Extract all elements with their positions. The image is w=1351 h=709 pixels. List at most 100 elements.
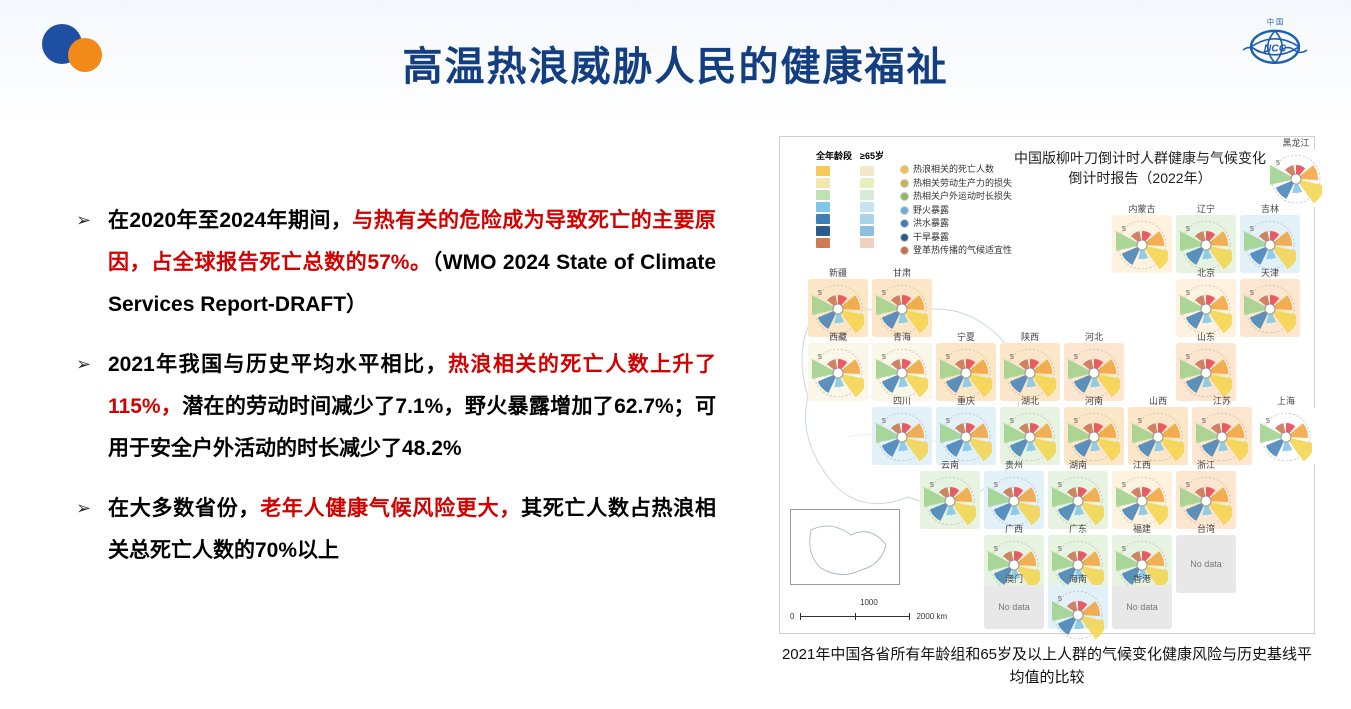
bullet-content: 在2020年至2024年期间，与热有关的危险成为导致死亡的主要原因，占全球报告死… xyxy=(76,200,716,590)
legend-head-65: ≥65岁 xyxy=(860,149,884,162)
figure-inner: 中国版柳叶刀倒计时人群健康与气候变化倒计时报告（2022年） 全年龄段 ≥65岁… xyxy=(779,136,1315,634)
scale-bar: 0 1000 2000 km xyxy=(790,612,947,621)
province-cell: 江西 5 xyxy=(1112,471,1172,529)
bullet-item: 在大多数省份，老年人健康气候风险更大，其死亡人数占热浪相关总死亡人数的70%以上 xyxy=(76,488,716,572)
legend-dot xyxy=(900,246,909,255)
province-label: 河北 xyxy=(1064,330,1124,343)
nodata-label: No data xyxy=(1176,535,1236,593)
svg-text:5: 5 xyxy=(994,546,998,553)
svg-text:5: 5 xyxy=(1202,418,1206,425)
province-label: 吉林 xyxy=(1240,202,1300,215)
figure-caption: 2021年中国各省所有年龄组和65岁及以上人群的气候变化健康风险与历史基线平均值… xyxy=(779,644,1315,689)
legend-label: 洪水暴露 xyxy=(913,218,949,228)
petal-glyph: 5 xyxy=(1116,475,1168,525)
province-label: 江西 xyxy=(1112,458,1172,471)
province-label: 澳门 xyxy=(984,572,1044,585)
province-label: 贵州 xyxy=(984,458,1044,471)
legend-swatch xyxy=(816,226,830,236)
svg-text:5: 5 xyxy=(1010,418,1014,425)
province-cell: 西藏 5 xyxy=(808,343,868,401)
petal-glyph: 5 xyxy=(876,347,928,397)
svg-text:5: 5 xyxy=(1074,418,1078,425)
province-cell: 浙江 5 xyxy=(1176,471,1236,529)
bullet-text: 在大多数省份， xyxy=(108,497,260,520)
legend-row: 干旱暴露 xyxy=(900,231,1012,245)
svg-text:5: 5 xyxy=(882,354,886,361)
province-cell: 北京 5 xyxy=(1176,279,1236,337)
legend-row: 登革热传播的气候适宜性 xyxy=(900,244,1012,258)
province-cell: 台湾No data xyxy=(1176,535,1236,593)
svg-text:5: 5 xyxy=(1122,546,1126,553)
province-label: 山东 xyxy=(1176,330,1236,343)
province-cell: 辽宁 5 xyxy=(1176,215,1236,273)
province-cell: 内蒙古 5 xyxy=(1112,215,1172,273)
petal-glyph: 5 xyxy=(1244,219,1296,269)
legend-swatch xyxy=(860,190,874,200)
province-cell: 贵州 5 xyxy=(984,471,1044,529)
petal-glyph: 5 xyxy=(940,411,992,461)
petal-glyph: 5 xyxy=(876,411,928,461)
scale-0: 0 xyxy=(790,612,794,621)
province-cell: 四川 5 xyxy=(872,407,932,465)
svg-text:5: 5 xyxy=(1186,226,1190,233)
legend-swatch xyxy=(816,178,830,188)
province-label: 宁夏 xyxy=(936,330,996,343)
legend-label: 登革热传播的气候适宜性 xyxy=(913,245,1012,255)
legend-col-65plus: ≥65岁 xyxy=(860,149,884,248)
legend-swatch xyxy=(816,190,830,200)
svg-text:5: 5 xyxy=(1138,418,1142,425)
province-cell: 湖南 5 xyxy=(1048,471,1108,529)
petal-glyph: 5 xyxy=(924,475,976,525)
petal-glyph: 5 xyxy=(940,347,992,397)
province-label: 辽宁 xyxy=(1176,202,1236,215)
legend-labels: 热浪相关的死亡人数热相关劳动生产力的损失热相关户外运动时长损失野火暴露洪水暴露干… xyxy=(900,163,1012,258)
province-cell: 江苏 5 xyxy=(1192,407,1252,465)
province-label: 山西 xyxy=(1128,394,1188,407)
petal-glyph: 5 xyxy=(1116,219,1168,269)
bullet-item: 2021年我国与历史平均水平相比，热浪相关的死亡人数上升了115%，潜在的劳动时… xyxy=(76,344,716,470)
legend-head-all: 全年龄段 xyxy=(816,149,852,162)
legend-dot xyxy=(900,165,909,174)
bullet-text: 2021年我国与历史平均水平相比， xyxy=(108,353,448,376)
petal-glyph: 5 xyxy=(1180,219,1232,269)
province-label: 湖南 xyxy=(1048,458,1108,471)
legend-swatches: 全年龄段 ≥65岁 xyxy=(816,149,884,248)
legend-label: 干旱暴露 xyxy=(913,232,949,242)
province-cell: 云南 5 xyxy=(920,471,980,529)
province-cell: 香港No data xyxy=(1112,585,1172,629)
figure-title: 中国版柳叶刀倒计时人群健康与气候变化倒计时报告（2022年） xyxy=(1010,149,1270,188)
province-label: 天津 xyxy=(1240,266,1300,279)
province-cell: 天津 5 xyxy=(1240,279,1300,337)
bullet-list: 在2020年至2024年期间，与热有关的危险成为导致死亡的主要原因，占全球报告死… xyxy=(76,200,716,572)
province-cell: 山东 5 xyxy=(1176,343,1236,401)
svg-text:5: 5 xyxy=(946,418,950,425)
petal-glyph: 5 xyxy=(1180,283,1232,333)
petal-glyph: 5 xyxy=(876,283,928,333)
legend-row: 洪水暴露 xyxy=(900,217,1012,231)
petal-glyph: 5 xyxy=(1068,411,1120,461)
svg-text:5: 5 xyxy=(930,482,934,489)
province-cell: 河北 5 xyxy=(1064,343,1124,401)
province-label: 内蒙古 xyxy=(1112,202,1172,215)
province-cell: 甘肃 5 xyxy=(872,279,932,337)
petal-glyph: 5 xyxy=(1180,347,1232,397)
province-label: 海南 xyxy=(1048,572,1108,585)
svg-text:5: 5 xyxy=(818,290,822,297)
legend-swatch xyxy=(816,202,830,212)
petal-glyph: 5 xyxy=(1052,589,1104,625)
province-label: 广西 xyxy=(984,522,1044,535)
petal-glyph: 5 xyxy=(1196,411,1248,461)
province-label: 重庆 xyxy=(936,394,996,407)
figure-panel: 中国版柳叶刀倒计时人群健康与气候变化倒计时报告（2022年） 全年龄段 ≥65岁… xyxy=(779,136,1315,689)
legend-row: 热相关户外运动时长损失 xyxy=(900,190,1012,204)
province-label: 甘肃 xyxy=(872,266,932,279)
province-label: 陕西 xyxy=(1000,330,1060,343)
legend-swatch xyxy=(860,202,874,212)
province-label: 江苏 xyxy=(1192,394,1252,407)
svg-text:5: 5 xyxy=(818,354,822,361)
petal-glyph: 5 xyxy=(1260,411,1312,461)
svg-text:5: 5 xyxy=(1186,482,1190,489)
province-label: 上海 xyxy=(1256,394,1316,407)
legend-swatch xyxy=(816,166,830,176)
province-cell: 上海 5 xyxy=(1256,407,1316,465)
